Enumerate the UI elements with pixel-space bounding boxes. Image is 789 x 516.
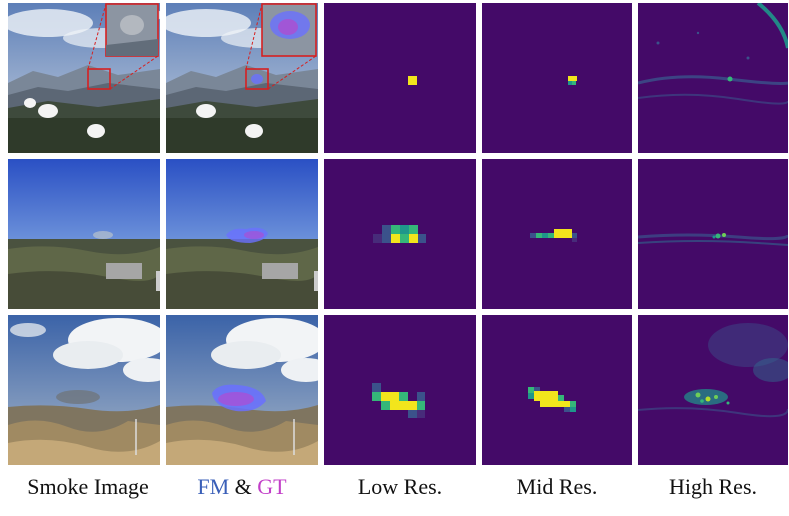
row1-low-res-map <box>324 3 476 153</box>
row1-smoke-image <box>8 3 160 153</box>
caption-low-res: Low Res. <box>357 474 443 499</box>
row2-smoke-image <box>8 159 160 309</box>
row3-high-res-map <box>638 315 788 465</box>
row2-fm-gt-overlay <box>166 159 318 309</box>
row3-low-res-map <box>324 315 476 465</box>
row1-mid-res-map <box>482 3 632 153</box>
row3-fm-gt-overlay <box>166 315 318 465</box>
row1-high-res-map <box>638 3 788 153</box>
caption-fm-gt: FM & GT <box>166 472 318 512</box>
row2-high-res-map <box>638 159 788 309</box>
row1-fm-gt-overlay <box>166 3 318 153</box>
row2-mid-res-map <box>482 159 632 309</box>
row3-mid-res-map <box>482 315 632 465</box>
row2-low-res-map <box>324 159 476 309</box>
caption-smoke-image: Smoke Image <box>27 474 149 499</box>
caption-gt: GT <box>257 474 287 499</box>
caption-high-res: High Res. <box>669 474 757 499</box>
caption-mid-res: Mid Res. <box>516 474 598 499</box>
row3-smoke-image <box>8 315 160 465</box>
figure-grid <box>8 3 788 465</box>
caption-fm: FM <box>197 474 230 499</box>
caption-amp: & <box>234 474 252 499</box>
